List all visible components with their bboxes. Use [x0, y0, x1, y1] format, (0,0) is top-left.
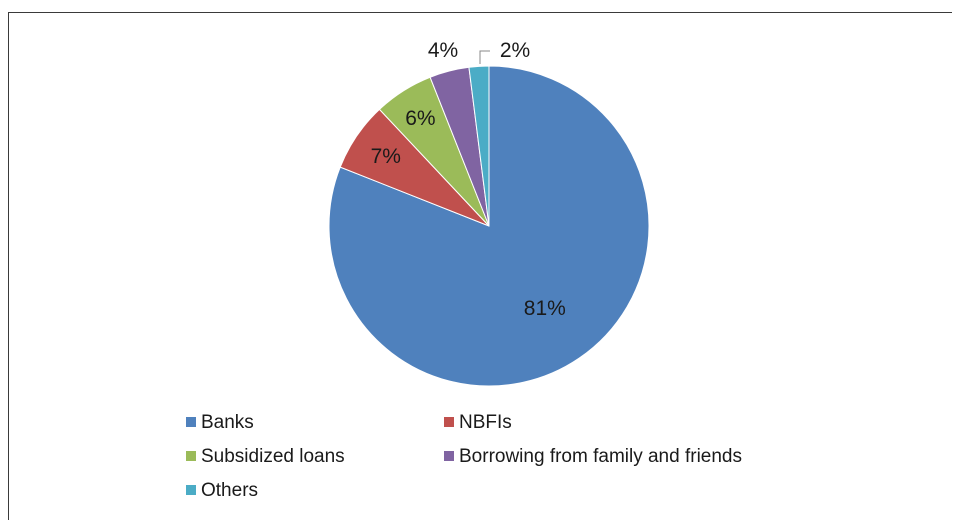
legend-swatch-borrowing-from-family-and-friends: [444, 451, 454, 461]
legend-item-nbfis: NBFIs: [444, 412, 512, 433]
data-label-borrowing-from-family-and-friends: 4%: [428, 39, 458, 62]
legend-swatch-nbfis: [444, 417, 454, 427]
legend-swatch-banks: [186, 417, 196, 427]
slice-data-labels: 81% 7%6% 4% 2%: [371, 39, 566, 320]
legend: Banks NBFIs Subsidized loans Borrowing from…: [186, 412, 742, 501]
legend-label-banks: Banks: [201, 412, 254, 433]
data-label-others: 2%: [500, 39, 530, 62]
legend-label-others: Others: [201, 480, 258, 501]
legend-item-others: Others: [186, 480, 258, 501]
leader-line-others: [479, 50, 490, 64]
data-label-nbfis: 7%: [371, 145, 401, 168]
legend-swatch-subsidized-loans: [186, 451, 196, 461]
legend-item-borrowing-from-family-and-friends: Borrowing from family and friends: [444, 446, 742, 467]
data-label-subsidized-loans: 6%: [405, 107, 435, 130]
legend-label-nbfis: NBFIs: [459, 412, 512, 433]
leader-lines: [479, 50, 490, 64]
data-label-banks: 81%: [524, 297, 566, 320]
pie-slices: [328, 65, 650, 387]
pie-slice-others: [468, 65, 490, 227]
legend-item-banks: Banks: [186, 412, 254, 433]
legend-label-subsidized-loans: Subsidized loans: [201, 446, 345, 467]
legend-label-borrowing-from-family-and-friends: Borrowing from family and friends: [459, 446, 742, 467]
legend-swatch-others: [186, 485, 196, 495]
legend-item-subsidized-loans: Subsidized loans: [186, 446, 345, 467]
